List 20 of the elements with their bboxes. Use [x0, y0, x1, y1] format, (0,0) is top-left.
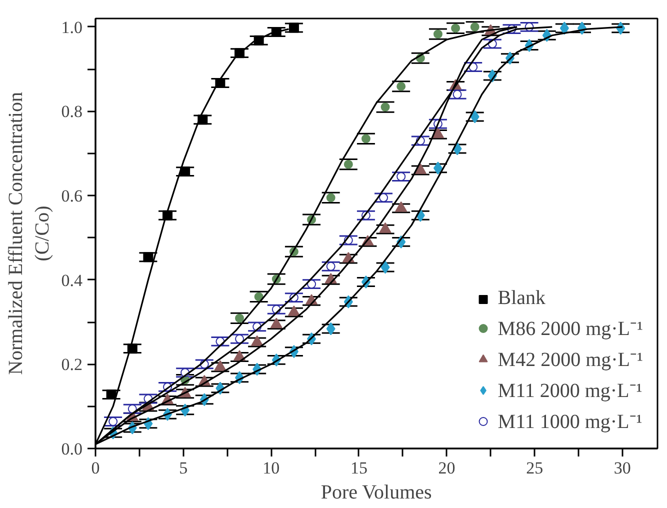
y-tick-label: 0.6 [61, 186, 82, 206]
y-tick-label: 1.0 [61, 18, 82, 37]
y-tick-label: 0.8 [61, 102, 82, 122]
legend-label: Blank [498, 287, 546, 310]
legend-label: M86 2000 mg·L⁻¹ [498, 317, 643, 341]
legend-label: M11 1000 mg·L⁻¹ [498, 410, 642, 434]
x-tick-label: 10 [262, 458, 280, 478]
y-tick-label: 0.2 [61, 355, 82, 374]
y-tick-label: 0.4 [61, 270, 83, 290]
x-tick-label: 25 [526, 458, 544, 478]
x-tick-label: 0 [91, 458, 100, 478]
legend-label: M11 2000 mg·L⁻¹ [498, 379, 642, 403]
x-tick-label: 20 [438, 458, 456, 478]
y-axis-title: Normalized Effluent Concentration (C/Co) [4, 92, 54, 375]
x-tick-label: 15 [350, 458, 368, 478]
x-axis-title: Pore Volumes [320, 482, 432, 504]
legend-label: M42 2000 mg·L⁻¹ [498, 348, 643, 372]
y-tick-label: 0.0 [61, 440, 82, 458]
x-tick-label: 30 [614, 458, 631, 478]
x-tick-label: 5 [179, 458, 188, 478]
